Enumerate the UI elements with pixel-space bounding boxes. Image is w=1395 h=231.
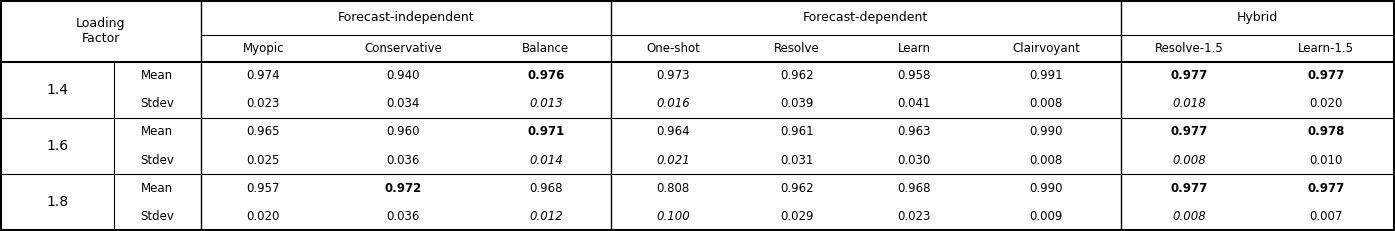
Text: Resolve: Resolve bbox=[774, 42, 819, 55]
Text: 0.008: 0.008 bbox=[1172, 154, 1207, 167]
Text: 0.972: 0.972 bbox=[385, 182, 421, 195]
Text: 0.039: 0.039 bbox=[780, 97, 813, 110]
Text: Mean: Mean bbox=[141, 125, 173, 138]
Text: 0.036: 0.036 bbox=[386, 210, 420, 223]
Text: 0.014: 0.014 bbox=[529, 154, 562, 167]
Text: 0.041: 0.041 bbox=[897, 97, 930, 110]
Text: Stdev: Stdev bbox=[141, 154, 174, 167]
Text: 0.029: 0.029 bbox=[780, 210, 813, 223]
Text: 0.008: 0.008 bbox=[1030, 154, 1063, 167]
Text: Hybrid: Hybrid bbox=[1237, 11, 1278, 24]
Text: 0.990: 0.990 bbox=[1030, 182, 1063, 195]
Text: 0.971: 0.971 bbox=[527, 125, 565, 138]
Text: 0.978: 0.978 bbox=[1307, 125, 1345, 138]
Text: 0.023: 0.023 bbox=[247, 97, 280, 110]
Text: 0.013: 0.013 bbox=[529, 97, 562, 110]
Text: 0.030: 0.030 bbox=[897, 154, 930, 167]
Text: 1.8: 1.8 bbox=[46, 195, 68, 209]
Text: Forecast-dependent: Forecast-dependent bbox=[804, 11, 929, 24]
Text: 0.008: 0.008 bbox=[1030, 97, 1063, 110]
Text: Clairvoyant: Clairvoyant bbox=[1011, 42, 1080, 55]
Text: 1.4: 1.4 bbox=[46, 83, 68, 97]
Text: 0.974: 0.974 bbox=[247, 69, 280, 82]
Text: 0.016: 0.016 bbox=[657, 97, 691, 110]
Text: Mean: Mean bbox=[141, 69, 173, 82]
Text: 0.023: 0.023 bbox=[897, 210, 930, 223]
Text: 0.940: 0.940 bbox=[386, 69, 420, 82]
Text: 0.976: 0.976 bbox=[527, 69, 565, 82]
Text: 0.018: 0.018 bbox=[1172, 97, 1207, 110]
Text: 0.100: 0.100 bbox=[657, 210, 691, 223]
Text: Learn: Learn bbox=[898, 42, 930, 55]
Text: 0.012: 0.012 bbox=[529, 210, 562, 223]
Text: Conservative: Conservative bbox=[364, 42, 442, 55]
Text: 0.977: 0.977 bbox=[1170, 182, 1208, 195]
Text: 0.020: 0.020 bbox=[1310, 97, 1342, 110]
Text: 0.025: 0.025 bbox=[247, 154, 280, 167]
Text: 0.010: 0.010 bbox=[1310, 154, 1342, 167]
Text: Stdev: Stdev bbox=[141, 97, 174, 110]
Text: 0.977: 0.977 bbox=[1307, 182, 1345, 195]
Text: 0.031: 0.031 bbox=[780, 154, 813, 167]
Text: Resolve-1.5: Resolve-1.5 bbox=[1155, 42, 1223, 55]
Text: 0.008: 0.008 bbox=[1172, 210, 1207, 223]
Text: Learn-1.5: Learn-1.5 bbox=[1297, 42, 1355, 55]
Text: Loading
Factor: Loading Factor bbox=[75, 17, 126, 45]
Text: 0.977: 0.977 bbox=[1170, 125, 1208, 138]
Text: 0.991: 0.991 bbox=[1030, 69, 1063, 82]
Text: 0.977: 0.977 bbox=[1307, 69, 1345, 82]
Text: 0.960: 0.960 bbox=[386, 125, 420, 138]
Text: 0.021: 0.021 bbox=[657, 154, 691, 167]
Text: Mean: Mean bbox=[141, 182, 173, 195]
Text: 0.968: 0.968 bbox=[897, 182, 930, 195]
Text: 0.034: 0.034 bbox=[386, 97, 420, 110]
Text: 0.957: 0.957 bbox=[247, 182, 280, 195]
Text: One-shot: One-shot bbox=[646, 42, 700, 55]
Text: 0.808: 0.808 bbox=[657, 182, 691, 195]
Text: 1.6: 1.6 bbox=[46, 139, 68, 153]
Text: Balance: Balance bbox=[522, 42, 569, 55]
Text: 0.007: 0.007 bbox=[1310, 210, 1342, 223]
Text: 0.963: 0.963 bbox=[897, 125, 930, 138]
Text: Forecast-independent: Forecast-independent bbox=[338, 11, 474, 24]
Text: 0.958: 0.958 bbox=[897, 69, 930, 82]
Text: 0.020: 0.020 bbox=[247, 210, 280, 223]
Text: 0.973: 0.973 bbox=[657, 69, 691, 82]
Text: 0.965: 0.965 bbox=[247, 125, 280, 138]
Text: 0.968: 0.968 bbox=[529, 182, 562, 195]
Text: 0.962: 0.962 bbox=[780, 182, 813, 195]
Text: 0.961: 0.961 bbox=[780, 125, 813, 138]
Text: 0.962: 0.962 bbox=[780, 69, 813, 82]
Text: 0.964: 0.964 bbox=[657, 125, 691, 138]
Text: Myopic: Myopic bbox=[243, 42, 285, 55]
Text: 0.009: 0.009 bbox=[1030, 210, 1063, 223]
Text: 0.977: 0.977 bbox=[1170, 69, 1208, 82]
Text: Stdev: Stdev bbox=[141, 210, 174, 223]
Text: 0.990: 0.990 bbox=[1030, 125, 1063, 138]
Text: 0.036: 0.036 bbox=[386, 154, 420, 167]
